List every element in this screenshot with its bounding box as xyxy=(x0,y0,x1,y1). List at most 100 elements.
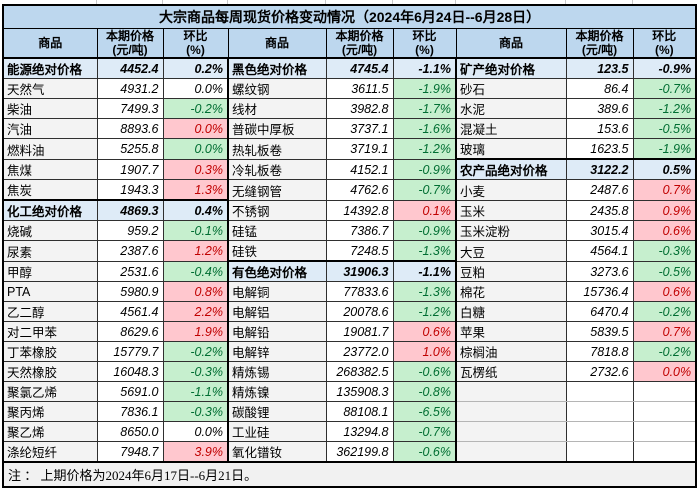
table-row: 聚乙烯 8650.0 0.0% 工业硅 13294.8 -0.7% xyxy=(2,421,697,443)
pct-change-cell: 0.9% xyxy=(632,199,697,222)
pct-change-cell: 3.9% xyxy=(162,441,229,463)
price-cell: 6470.4 xyxy=(565,301,634,323)
price-cell: 4762.6 xyxy=(325,179,394,201)
commodity-name-cell: 玉米淀粉 xyxy=(455,220,567,242)
price-cell: 5691.0 xyxy=(96,381,164,403)
price-cell: 1943.3 xyxy=(96,179,164,201)
commodity-name-cell: 豆粕 xyxy=(455,260,567,283)
price-cell: 7818.8 xyxy=(565,341,634,363)
table-row: 焦炭 1943.3 1.3% 无缝钢管 4762.6 -0.7% 小麦 2487.6 0.7% xyxy=(2,179,697,201)
price-cell xyxy=(565,421,634,443)
col-header-pct-line2: (%) xyxy=(654,42,674,57)
price-cell: 3611.5 xyxy=(325,78,394,100)
price-cell: 7836.1 xyxy=(96,401,164,423)
table-title: 大宗商品每周现货价格变动情况（2024年6月24日--6月28日） xyxy=(2,4,697,29)
commodity-name-cell: 甲醇 xyxy=(2,260,98,283)
commodity-name-cell: 小麦 xyxy=(455,179,567,201)
pct-change-cell: -0.7% xyxy=(632,78,697,100)
commodity-name-cell: 对二甲苯 xyxy=(2,321,98,343)
price-cell: 2387.6 xyxy=(96,240,164,262)
price-cell xyxy=(565,401,634,423)
commodity-name-cell: 水泥 xyxy=(455,98,567,120)
col-header-price: 本期价格 (元/吨) xyxy=(565,27,634,60)
table-row: 甲醇 2531.6 -0.4% 有色绝对价格 31906.3 -1.1% 豆粕 3273.6-… xyxy=(2,260,697,283)
price-cell: 4452.4 xyxy=(96,57,164,80)
pct-change-cell: -1.2% xyxy=(392,138,457,160)
pct-change-cell: -0.5% xyxy=(632,118,697,140)
price-cell: 5980.9 xyxy=(96,281,164,303)
commodity-name-cell: 冷轧板卷 xyxy=(227,158,327,181)
pct-change-cell: -1.1% xyxy=(392,57,457,80)
price-cell xyxy=(565,441,634,463)
price-cell: 20078.6 xyxy=(325,301,394,323)
pct-change-cell: -1.6% xyxy=(392,118,457,140)
commodity-name-cell: 农产品绝对价格 xyxy=(455,158,567,181)
commodity-name-cell: 热轧板卷 xyxy=(227,138,327,160)
table-row: 对二甲苯 8629.6 1.9% 电解铅 19081.7 0.6% 苹果 5839.5 0.7% xyxy=(2,321,697,343)
pct-change-cell: 1.0% xyxy=(392,341,457,363)
price-cell: 1907.7 xyxy=(96,158,164,181)
column-header-row: 商品 本期价格 (元/吨) 环比 (%) 商品 本期价格 (元/吨) 环比 (%… xyxy=(2,27,697,60)
price-cell: 2435.8 xyxy=(565,199,634,222)
pct-change-cell: -0.5% xyxy=(632,260,697,283)
commodity-name-cell: 玉米 xyxy=(455,199,567,222)
commodity-name-cell: 螺纹钢 xyxy=(227,78,327,100)
price-cell xyxy=(565,381,634,403)
gridline-tick xyxy=(392,0,393,4)
title-row: 大宗商品每周现货价格变动情况（2024年6月24日--6月28日） xyxy=(2,4,697,29)
col-header-pct: 环比 (%) xyxy=(162,27,229,60)
commodity-name-cell: 黑色绝对价格 xyxy=(227,57,327,80)
col-header-pct-line2: (%) xyxy=(186,42,205,57)
pct-change-cell: -0.2% xyxy=(162,98,229,120)
commodity-name-cell: 尿素 xyxy=(2,240,98,262)
pct-change-cell: -0.3% xyxy=(162,401,229,423)
commodity-name-cell: 混凝土 xyxy=(455,118,567,140)
commodity-name-cell: 大豆 xyxy=(455,240,567,262)
pct-change-cell: 0.0% xyxy=(162,118,229,140)
price-cell: 31906.3 xyxy=(325,260,394,283)
col-header-pct: 环比 (%) xyxy=(632,27,697,60)
price-cell: 362199.8 xyxy=(325,441,394,463)
col-header-price-line1: 本期价格 xyxy=(105,28,154,43)
col-header-price: 本期价格 (元/吨) xyxy=(96,27,164,60)
pct-change-cell: 0.0% xyxy=(162,138,229,160)
gridline-tick xyxy=(162,0,163,4)
col-header-pct-line2: (%) xyxy=(415,42,434,57)
pct-change-cell: 1.2% xyxy=(162,240,229,262)
commodity-name-cell: 砂石 xyxy=(455,78,567,100)
pct-change-cell: -1.9% xyxy=(392,78,457,100)
commodity-name-cell: 电解铝 xyxy=(227,301,327,323)
pct-change-cell: -0.8% xyxy=(392,381,457,403)
pct-change-cell: 0.6% xyxy=(632,220,697,242)
price-cell: 5255.8 xyxy=(96,138,164,160)
commodity-name-cell: 工业硅 xyxy=(227,421,327,443)
commodity-name-cell: 燃料油 xyxy=(2,138,98,160)
col-header-price: 本期价格 (元/吨) xyxy=(325,27,394,60)
commodity-name-cell: 氧化镨钕 xyxy=(227,441,327,463)
pct-change-cell: -0.9% xyxy=(392,220,457,242)
col-header-price-line1: 本期价格 xyxy=(335,28,384,43)
commodity-name-cell: 焦炭 xyxy=(2,179,98,201)
col-header-price-line1: 本期价格 xyxy=(575,28,624,43)
price-cell: 4869.3 xyxy=(96,199,164,222)
price-cell: 3015.4 xyxy=(565,220,634,242)
pct-change-cell xyxy=(632,401,697,423)
gridline-tick xyxy=(96,0,97,4)
price-cell: 7386.7 xyxy=(325,220,394,242)
commodity-name-cell: 有色绝对价格 xyxy=(227,260,327,283)
table-row: 焦煤 1907.7 0.3% 冷轧板卷 4152.1 -0.9% 农产品绝对价格 3122.2… xyxy=(2,158,697,181)
table-body: 能源绝对价格 4452.4 0.2% 黑色绝对价格 4745.4 -1.1% 矿产绝对价格 1… xyxy=(2,57,697,463)
table-row: 聚丙烯 7836.1 -0.3% 碳酸锂 88108.1 -6.5% xyxy=(2,401,697,423)
pct-change-cell: -1.9% xyxy=(632,138,697,160)
price-cell: 4561.4 xyxy=(96,301,164,323)
commodity-name-cell: 天然气 xyxy=(2,78,98,100)
commodity-name-cell: 精炼锡 xyxy=(227,361,327,383)
pct-change-cell xyxy=(632,381,697,403)
price-cell: 8893.6 xyxy=(96,118,164,140)
commodity-name-cell: 瓦楞纸 xyxy=(455,361,567,383)
price-cell: 2732.6 xyxy=(565,361,634,383)
pct-change-cell: -0.1% xyxy=(162,220,229,242)
pct-change-cell: -0.9% xyxy=(632,57,697,80)
commodity-price-table: 大宗商品每周现货价格变动情况（2024年6月24日--6月28日） 商品 本期价… xyxy=(2,4,698,488)
